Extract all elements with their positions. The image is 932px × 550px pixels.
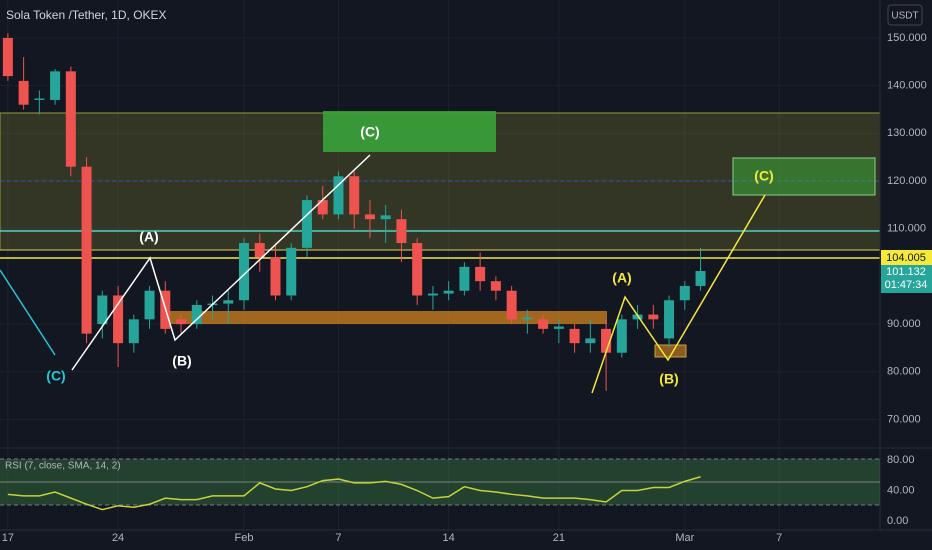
candle-body bbox=[34, 98, 45, 100]
candle-body bbox=[128, 319, 139, 344]
candle-body bbox=[254, 243, 265, 258]
candle-body bbox=[648, 314, 659, 320]
candle-body bbox=[317, 200, 328, 215]
candle-body bbox=[443, 290, 454, 294]
candle-body bbox=[553, 326, 564, 329]
candle-body bbox=[18, 80, 29, 105]
candle-body bbox=[286, 247, 297, 296]
level-tag bbox=[881, 250, 932, 266]
wave-label: (B) bbox=[172, 353, 191, 369]
candle-body bbox=[396, 219, 407, 244]
last-price: 101.132 bbox=[886, 266, 926, 278]
candle-body bbox=[427, 293, 438, 296]
wave-label: (A) bbox=[612, 270, 631, 286]
wave-line bbox=[71, 154, 371, 371]
candle-body bbox=[364, 214, 375, 220]
candle-body bbox=[81, 166, 92, 334]
candle-body bbox=[2, 37, 13, 77]
candle-body bbox=[65, 71, 76, 167]
candle-body bbox=[239, 243, 250, 301]
candle-body bbox=[191, 305, 202, 325]
wave-label: (A) bbox=[139, 229, 158, 245]
wave-line bbox=[0, 269, 56, 356]
chart-title: Sola Token /Tether, 1D, OKEX bbox=[6, 8, 167, 22]
x-tick-label: 7 bbox=[776, 532, 782, 544]
candle-body bbox=[538, 319, 549, 329]
x-tick-label: 21 bbox=[553, 532, 565, 544]
candle-body bbox=[664, 300, 675, 339]
wave-label: (C) bbox=[754, 168, 773, 184]
candle-body bbox=[695, 271, 706, 286]
wave-label: (C) bbox=[46, 368, 65, 384]
candle-body bbox=[144, 290, 155, 320]
x-tick-label: 17 bbox=[2, 532, 14, 544]
y-tick-label: 150.000 bbox=[887, 32, 927, 44]
candle-body bbox=[490, 281, 501, 291]
candle-body bbox=[412, 243, 423, 296]
target-box bbox=[732, 157, 876, 196]
candle-body bbox=[585, 338, 596, 344]
support-zone bbox=[165, 311, 607, 324]
candle-body bbox=[97, 295, 108, 325]
candle-body bbox=[380, 215, 391, 220]
target-box bbox=[323, 111, 496, 152]
y-tick-label: 90.000 bbox=[887, 318, 921, 330]
y-tick-label: 140.000 bbox=[887, 80, 927, 92]
candle-body bbox=[223, 300, 234, 304]
x-tick-label: 7 bbox=[335, 532, 341, 544]
candle-body bbox=[679, 285, 690, 301]
y-tick-label: 110.000 bbox=[887, 223, 926, 235]
candle-body bbox=[616, 319, 627, 353]
level-price: 104.005 bbox=[886, 252, 926, 264]
candle-body bbox=[333, 176, 344, 215]
countdown: 01:47:34 bbox=[885, 279, 928, 291]
candle-body bbox=[349, 176, 360, 215]
rsi-line bbox=[7, 476, 701, 511]
candle-body bbox=[601, 328, 612, 353]
candle-body bbox=[50, 71, 61, 100]
rsi-tick-label: 0.00 bbox=[887, 515, 908, 527]
y-tick-label: 80.000 bbox=[887, 366, 921, 378]
candle-body bbox=[632, 314, 643, 320]
currency-box bbox=[887, 4, 923, 26]
y-tick-label: 70.000 bbox=[887, 413, 921, 425]
candle-body bbox=[301, 200, 312, 248]
y-tick-label: 120.000 bbox=[887, 175, 927, 187]
rsi-tick-label: 40.00 bbox=[887, 484, 915, 496]
wave-line bbox=[591, 194, 766, 394]
candle-body bbox=[176, 319, 187, 325]
x-tick-label: 14 bbox=[443, 532, 455, 544]
candle-body bbox=[475, 266, 486, 282]
candle-body bbox=[113, 295, 124, 344]
x-tick-label: Feb bbox=[235, 532, 254, 544]
rsi-title: RSI (7, close, SMA, 14, 2) bbox=[5, 461, 121, 472]
wave-label: (C) bbox=[360, 124, 379, 140]
wave-label: (B) bbox=[659, 371, 678, 387]
y-tick-label: 130.000 bbox=[887, 127, 927, 139]
last-price-tag bbox=[881, 265, 932, 293]
rsi-tick-label: 80.00 bbox=[887, 454, 915, 466]
candle-body bbox=[569, 328, 580, 344]
candle-body bbox=[270, 257, 281, 296]
currency: USDT bbox=[891, 11, 918, 22]
x-tick-label: Mar bbox=[675, 532, 694, 544]
candle-body bbox=[506, 290, 517, 320]
candle-body bbox=[459, 266, 470, 291]
x-tick-label: 24 bbox=[112, 532, 124, 544]
rsi-pane: 80.00 40.00 0.00 bbox=[7, 454, 915, 527]
candle-body bbox=[522, 317, 533, 320]
